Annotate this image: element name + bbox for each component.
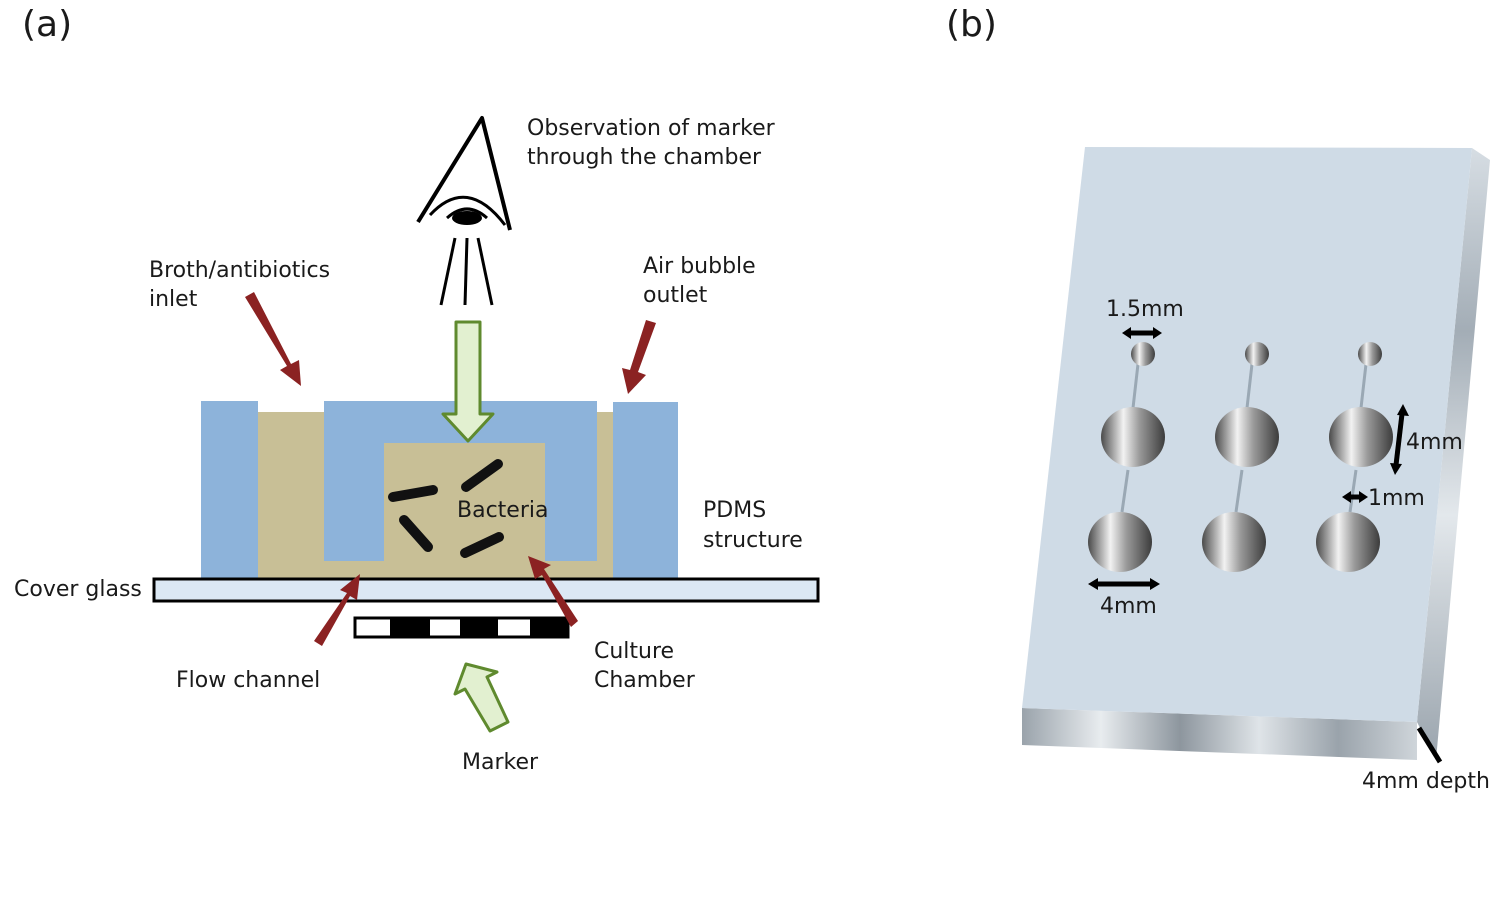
culture-chamber-hole [1202,512,1266,572]
eye-icon [416,116,512,306]
dim-depth-label: 4mm depth [1362,769,1490,794]
bacteria-label: Bacteria [457,498,548,523]
panel-b-label: (b) [946,4,997,45]
bacterium [388,485,438,502]
pdms-center-block [324,401,597,561]
inlet-hole [1245,342,1269,366]
flow-channel-label: Flow channel [176,668,320,693]
dim-arrow-chamber-height [1393,413,1405,466]
panel-a-label: (a) [22,4,72,45]
panel-b: 1.5mm 4mm 1mm 4mm 4mm depth [1022,147,1490,794]
culture-chamber-label-line1: Culture [594,639,674,664]
dimension-arrows [1088,327,1443,764]
dim-chamber-width-label: 4mm [1100,594,1157,619]
outlet-label-line2: outlet [643,283,708,308]
observation-label-line2: through the chamber [527,145,762,170]
inlet-hole [1358,342,1382,366]
pdms-label-line2: structure [703,528,803,553]
cover-glass [152,577,820,603]
marker-strip [353,616,570,639]
dim-chamber-height-label: 4mm [1406,430,1463,455]
bacterium [460,532,504,558]
dim-channel-label: 1mm [1368,486,1425,511]
culture-chamber-hole [1329,407,1393,467]
observation-arrow [441,320,495,443]
outlet-label-line1: Air bubble [643,254,756,279]
cover-glass-label: Cover glass [14,577,142,602]
culture-chamber-hole [1316,512,1380,572]
marker-arrow [453,662,510,733]
inlet-label-line2: inlet [149,287,198,312]
red-arrows [245,292,656,646]
bacteria-group [388,459,504,558]
culture-chamber-arrow [528,556,578,627]
bacterium [461,459,503,492]
bacterium [399,515,433,552]
culture-chamber-hole [1215,407,1279,467]
culture-chamber-label-line2: Chamber [594,668,696,693]
chamber-set [1316,342,1393,572]
observation-label-line1: Observation of marker [527,116,776,141]
outlet-arrow [622,320,656,394]
block-right-face [1417,148,1490,760]
pdms-left-wall [201,401,258,578]
inlet-label-line1: Broth/antibiotics [149,258,330,283]
flow-channel-arrow [314,574,360,646]
dim-arrow-depth [1416,726,1443,764]
culture-chamber-hole [1101,407,1165,467]
panel-a: Observation of marker through the chambe… [14,116,820,775]
culture-chamber-hole [1088,512,1152,572]
block-bottom-face [1022,708,1417,760]
inlet-arrow [245,292,301,386]
inlet-hole [1131,342,1155,366]
chamber-set [1088,342,1165,572]
chamber-set [1202,342,1279,572]
pdms-right-wall [613,402,678,578]
marker-label: Marker [462,750,539,775]
dim-inlet-label: 1.5mm [1106,297,1184,322]
pdms-label-line1: PDMS [703,498,766,523]
